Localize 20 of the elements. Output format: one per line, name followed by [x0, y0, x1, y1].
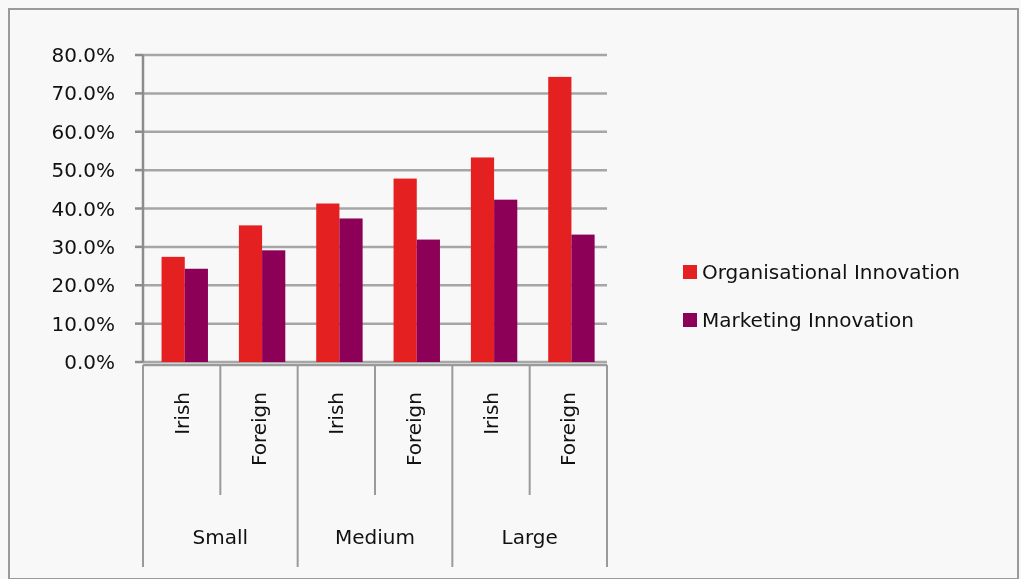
x-tick-label: Foreign — [556, 392, 581, 467]
y-tick-label: 30.0% — [51, 234, 115, 259]
y-tick-label: 60.0% — [51, 119, 115, 144]
text: Medium — [335, 525, 415, 549]
y-tick-label: 0.0% — [64, 350, 115, 374]
x-tick-label: Foreign — [247, 392, 271, 467]
legend-label: Marketing Innovation — [702, 308, 914, 332]
y-tick-label: 70.0% — [51, 81, 115, 106]
x-tick-label: Irish — [479, 392, 503, 435]
text: Large — [501, 525, 558, 549]
y-tick-label: 80.0% — [51, 43, 115, 67]
y-tick-label: 20.0% — [51, 273, 115, 298]
y-tick-label: 50.0% — [51, 158, 115, 183]
x-tick-label: Irish — [324, 392, 349, 435]
x-tick-label: Foreign — [401, 392, 426, 467]
y-tick-label: 10.0% — [51, 311, 115, 336]
legend-label: Organisational Innovation — [702, 260, 960, 284]
text: Small — [192, 525, 249, 549]
y-tick-label: 40.0% — [51, 196, 115, 221]
x-tick-label: Irish — [169, 392, 194, 435]
